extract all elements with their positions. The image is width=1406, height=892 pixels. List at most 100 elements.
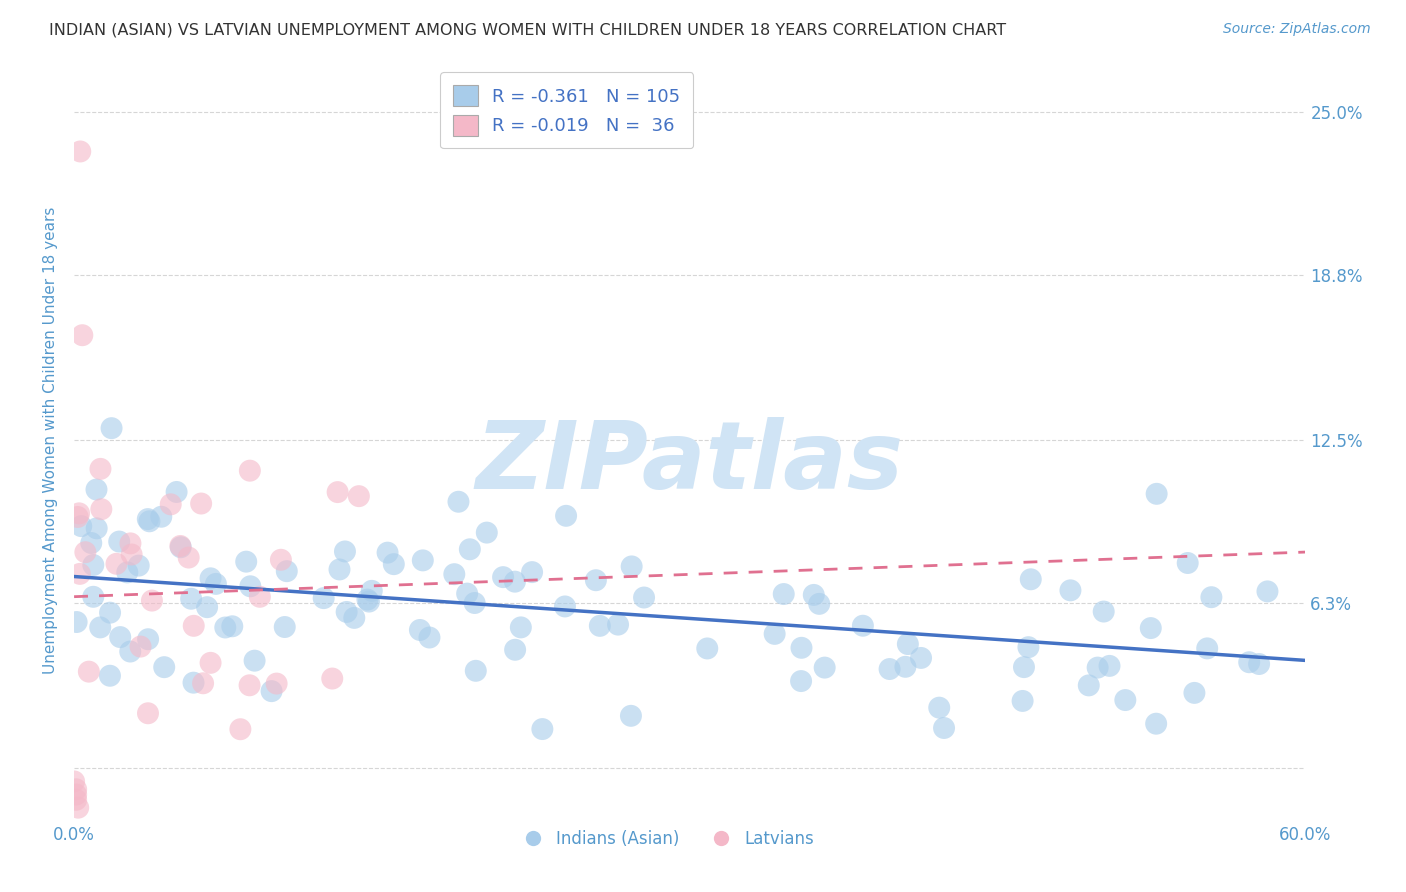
Point	[1012, 660, 1035, 674]
Point	[70, 519, 93, 533]
Point	[894, 660, 917, 674]
Point	[1098, 659, 1121, 673]
Point	[1087, 660, 1109, 674]
Point	[928, 700, 950, 714]
Point	[65, 788, 87, 802]
Point	[235, 555, 257, 569]
Point	[141, 593, 163, 607]
Point	[503, 642, 526, 657]
Point	[136, 632, 159, 647]
Point	[910, 651, 932, 665]
Point	[607, 617, 630, 632]
Point	[108, 630, 131, 644]
Point	[1184, 686, 1206, 700]
Point	[128, 558, 150, 573]
Point	[503, 574, 526, 589]
Point	[620, 708, 643, 723]
Point	[72, 328, 94, 343]
Point	[89, 462, 111, 476]
Point	[412, 553, 434, 567]
Point	[932, 721, 955, 735]
Point	[620, 559, 643, 574]
Point	[90, 502, 112, 516]
Point	[321, 672, 343, 686]
Point	[67, 800, 90, 814]
Point	[221, 619, 243, 633]
Point	[1201, 590, 1223, 604]
Point	[82, 558, 104, 572]
Point	[80, 536, 103, 550]
Point	[458, 542, 481, 557]
Point	[347, 489, 370, 503]
Point	[260, 684, 283, 698]
Point	[170, 540, 193, 554]
Point	[190, 496, 212, 510]
Point	[772, 587, 794, 601]
Point	[65, 782, 87, 797]
Point	[1256, 584, 1278, 599]
Point	[105, 557, 128, 571]
Point	[66, 510, 89, 524]
Point	[589, 619, 612, 633]
Text: Source: ZipAtlas.com: Source: ZipAtlas.com	[1223, 22, 1371, 37]
Point	[1139, 621, 1161, 635]
Point	[492, 570, 515, 584]
Point	[531, 722, 554, 736]
Point	[633, 591, 655, 605]
Point	[763, 627, 786, 641]
Point	[65, 615, 87, 629]
Point	[117, 566, 139, 580]
Point	[89, 620, 111, 634]
Point	[77, 665, 100, 679]
Point	[276, 564, 298, 578]
Point	[1146, 487, 1168, 501]
Point	[1144, 716, 1167, 731]
Point	[790, 674, 813, 689]
Point	[69, 145, 91, 159]
Point	[803, 588, 825, 602]
Text: INDIAN (ASIAN) VS LATVIAN UNEMPLOYMENT AMONG WOMEN WITH CHILDREN UNDER 18 YEARS : INDIAN (ASIAN) VS LATVIAN UNEMPLOYMENT A…	[49, 22, 1007, 37]
Point	[879, 662, 901, 676]
Point	[239, 678, 262, 692]
Point	[166, 485, 188, 500]
Point	[136, 512, 159, 526]
Point	[1019, 572, 1042, 586]
Point	[1059, 583, 1081, 598]
Point	[555, 508, 578, 523]
Point	[464, 664, 486, 678]
Point	[409, 623, 432, 637]
Point	[1092, 605, 1115, 619]
Point	[67, 507, 90, 521]
Point	[249, 590, 271, 604]
Point	[150, 509, 173, 524]
Point	[100, 421, 122, 435]
Point	[120, 644, 142, 658]
Point	[75, 545, 97, 559]
Point	[169, 539, 191, 553]
Point	[509, 620, 531, 634]
Point	[1077, 678, 1099, 692]
Point	[120, 536, 142, 550]
Point	[897, 637, 920, 651]
Point	[852, 618, 875, 632]
Point	[200, 656, 222, 670]
Point	[177, 550, 200, 565]
Point	[1017, 640, 1039, 655]
Point	[183, 619, 205, 633]
Point	[270, 553, 292, 567]
Point	[356, 592, 378, 607]
Point	[200, 571, 222, 585]
Point	[129, 640, 152, 654]
Point	[239, 579, 262, 593]
Point	[585, 573, 607, 587]
Point	[266, 676, 288, 690]
Point	[98, 606, 121, 620]
Point	[443, 567, 465, 582]
Point	[195, 600, 218, 615]
Point	[1114, 693, 1136, 707]
Point	[1237, 655, 1260, 669]
Point	[475, 525, 498, 540]
Point	[243, 654, 266, 668]
Point	[326, 485, 349, 500]
Point	[180, 591, 202, 606]
